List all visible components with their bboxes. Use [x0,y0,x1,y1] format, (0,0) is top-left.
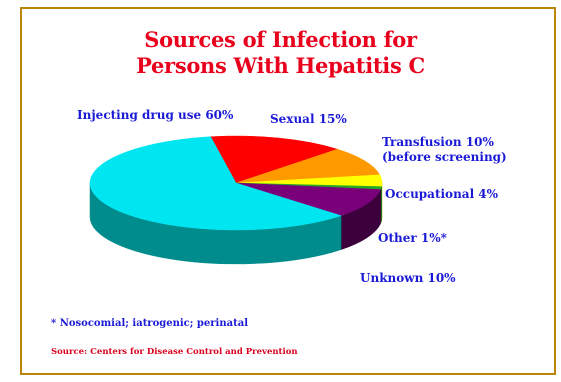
pie-slice-0 [89,136,342,231]
slice-label-4: Other 1%* [378,231,448,245]
slice-label-2-line1: Transfusion 10% [382,135,494,149]
slice-label-3: Occupational 4% [385,187,499,201]
slice-label-5: Unknown 10% [360,271,456,285]
pie-slice-2 [235,148,381,184]
slice-label-1: Sexual 15% [270,112,347,126]
chart-title-line2: Persons With Hepatitis C [136,53,425,78]
pie-slice-1 [210,135,339,184]
source-note: Source: Centers for Disease Control and … [51,347,298,357]
footnote: * Nosocomial; iatrogenic; perinatal [51,318,249,329]
slice-label-0: Injecting drug use 60% [77,108,234,122]
slice-label-2-line2: (before screening) [382,150,507,164]
chart-title-line1: Sources of Infection for [144,27,417,52]
pie-slice-5 [235,182,381,216]
